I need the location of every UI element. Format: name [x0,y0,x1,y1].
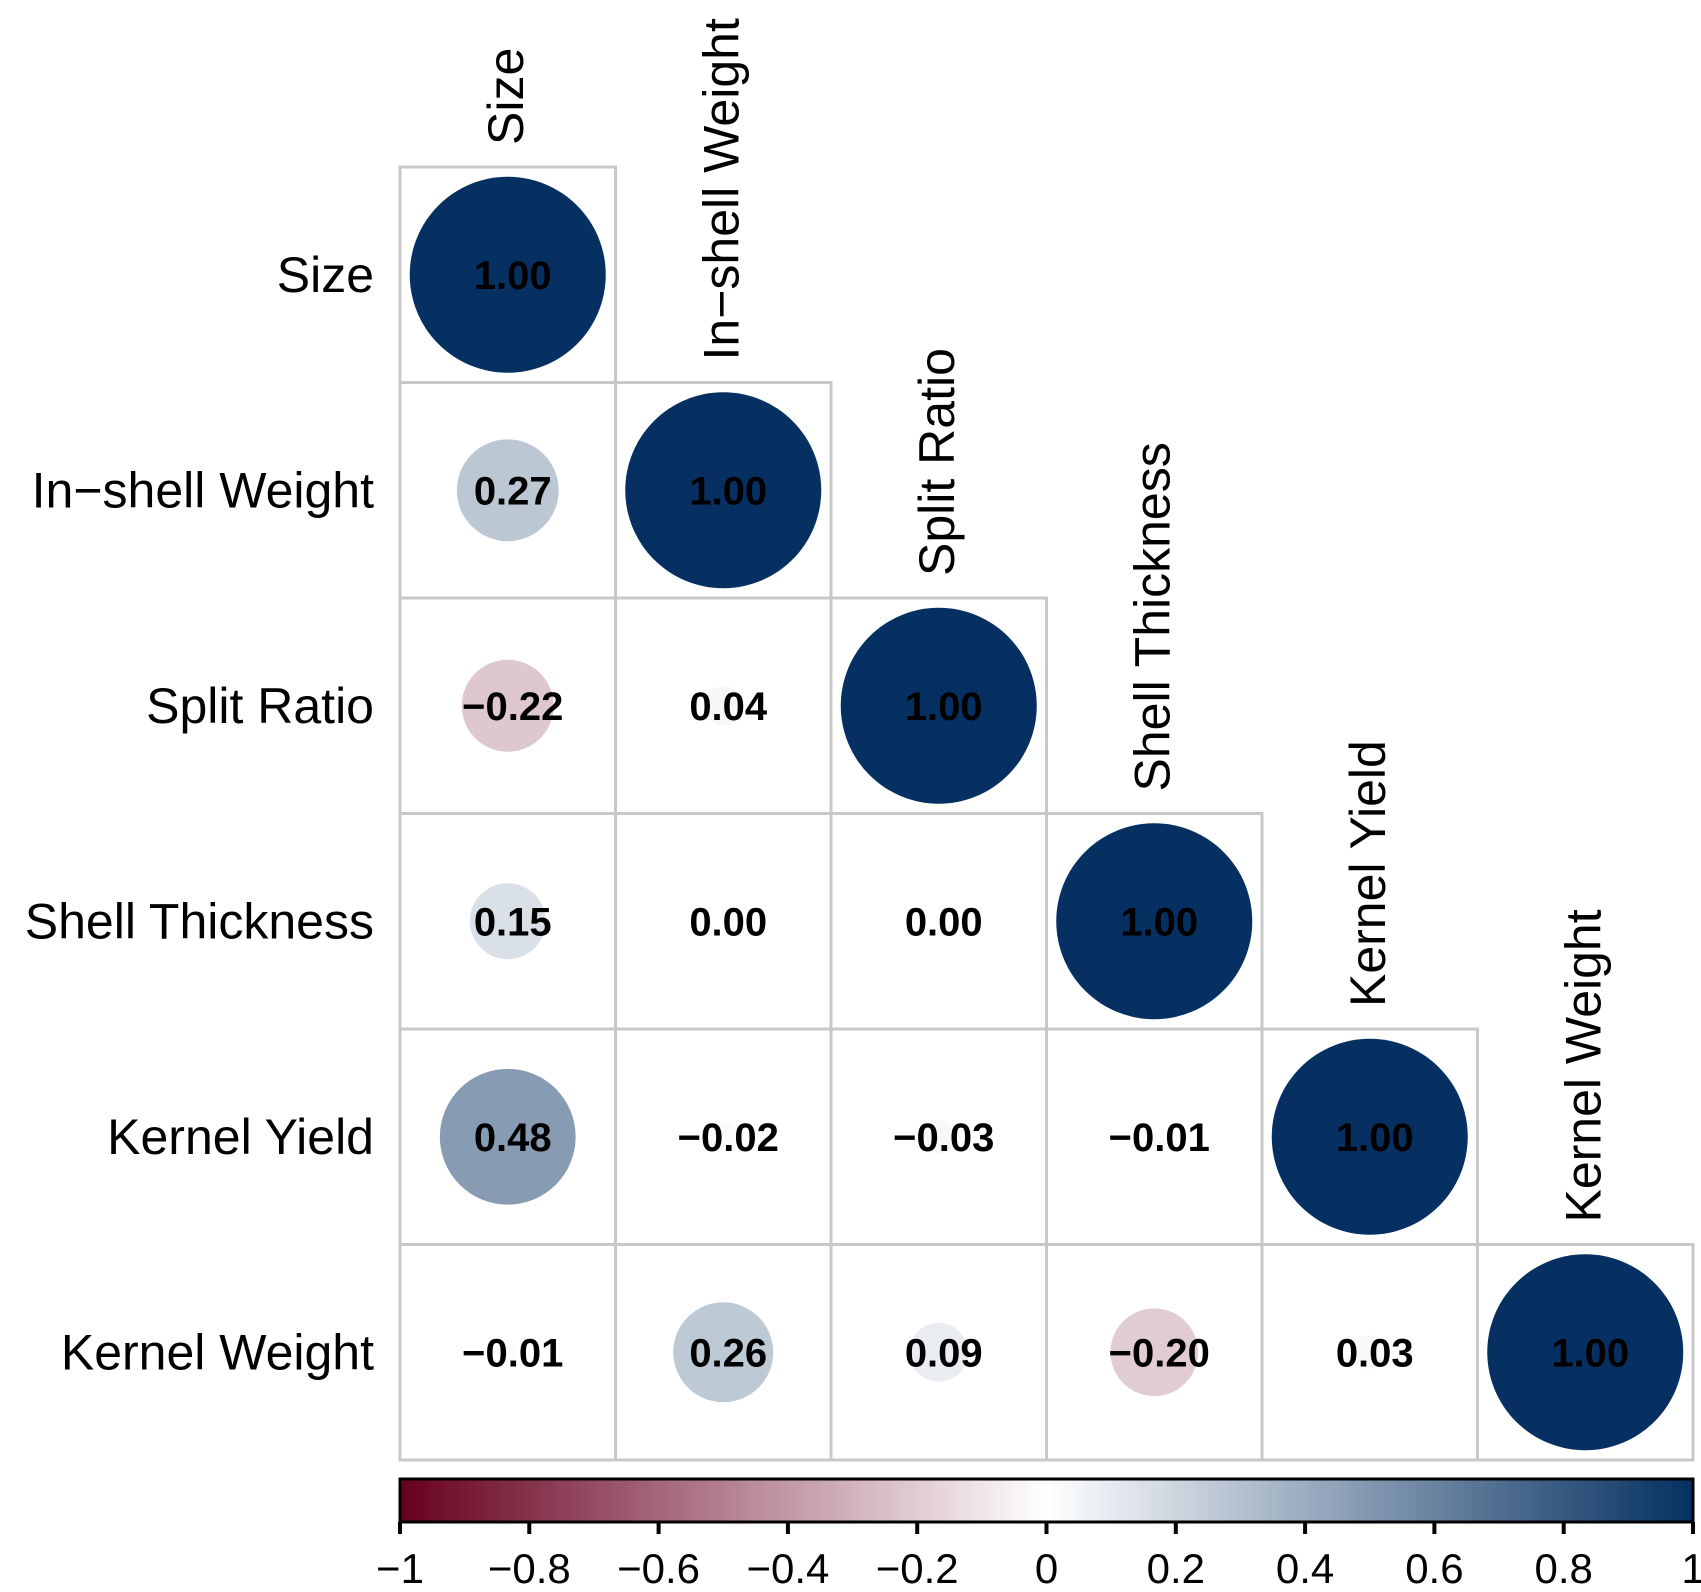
colorbar-gradient [398,1477,1695,1524]
correlation-circle [497,1342,518,1363]
column-label: Split Ratio [909,348,965,576]
column-label: In−shell Weight [693,18,749,360]
matrix-cells: 1.00 0.27 1.00 −0.22 0.04 1.00 0.15 0.00 0.00 1.0… [398,165,1695,1462]
correlation-value: 1.00 [1336,1116,1414,1160]
row-label: Split Ratio [146,678,374,734]
correlation-circle [709,1122,738,1151]
correlation-value: 0.09 [905,1331,983,1375]
correlation-value: −0.01 [462,1331,563,1375]
correlation-value: 1.00 [689,469,767,513]
colorbar-tick-label: 0.2 [1147,1545,1205,1592]
correlation-value: 1.00 [1551,1331,1629,1375]
correlation-value: 0.26 [689,1331,767,1375]
colorbar-tick-label: 0 [1035,1545,1058,1592]
correlation-value: 0.48 [474,1116,552,1160]
row-label: Shell Thickness [25,893,374,949]
correlation-value: 1.00 [1120,900,1198,944]
correlation-value: 0.27 [474,469,552,513]
correlation-circle [461,659,554,752]
correlation-circle [703,686,743,726]
correlation-value: 1.00 [474,254,552,298]
correlation-value: −0.03 [893,1116,994,1160]
colorbar: −1 −0.8 −0.6 −0.4 −0.2 0 0.2 0.4 0.6 0.8 1 [376,1477,1701,1592]
correlation-value: −0.20 [1109,1331,1210,1375]
correlation-value: −0.02 [678,1116,779,1160]
colorbar-tick-label: 0.4 [1276,1545,1334,1592]
correlation-circle [456,439,559,542]
correlation-value: 1.00 [905,685,983,729]
column-label: Kernel Weight [1555,909,1611,1222]
correlation-circle [1110,1308,1199,1397]
correlation-circle [469,883,546,960]
correlation-value: −0.22 [462,685,563,729]
column-labels: Size In−shell Weight Split Ratio Shell Thic… [478,18,1612,1222]
correlation-circle [1056,823,1253,1020]
correlation-circle [409,176,606,373]
correlation-circle [625,392,822,589]
correlation-circle [840,607,1037,804]
correlation-circle [1487,1254,1684,1451]
colorbar-tick-label: 1 [1681,1545,1701,1592]
correlation-value: 0.15 [474,900,552,944]
row-label: Kernel Yield [107,1109,374,1165]
column-label: Shell Thickness [1124,442,1180,791]
colorbar-tick-label: −0.4 [746,1545,829,1592]
colorbar-tick-label: −0.2 [876,1545,959,1592]
row-label: In−shell Weight [32,462,374,518]
colorbar-tick-label: −1 [376,1545,424,1592]
correlation-circle [921,1119,956,1154]
column-label: Size [478,48,534,145]
colorbar-tick-label: 0.6 [1405,1545,1463,1592]
correlation-value: −0.01 [1109,1116,1210,1160]
row-label: Kernel Weight [61,1324,374,1380]
correlation-value: 0.03 [1336,1331,1414,1375]
correlation-circle [1271,1038,1468,1235]
row-label: Size [277,247,374,303]
colorbar-tick-label: −0.8 [488,1545,571,1592]
correlation-circle [909,1322,969,1382]
matrix-cell [614,812,833,1031]
correlation-value: 0.00 [905,900,983,944]
correlation-circle [439,1068,576,1205]
correlation-value: 0.00 [689,900,767,944]
colorbar-tick-label: −0.6 [617,1545,700,1592]
correlation-value: 0.04 [689,685,768,729]
colorbar-tick-label: 0.8 [1535,1545,1593,1592]
correlation-circle [1144,1126,1165,1147]
correlation-circle [1352,1335,1387,1370]
row-labels: Size In−shell Weight Split Ratio Shell Thic… [25,247,374,1381]
column-label: Kernel Yield [1340,740,1396,1007]
correlation-circle [673,1302,774,1403]
